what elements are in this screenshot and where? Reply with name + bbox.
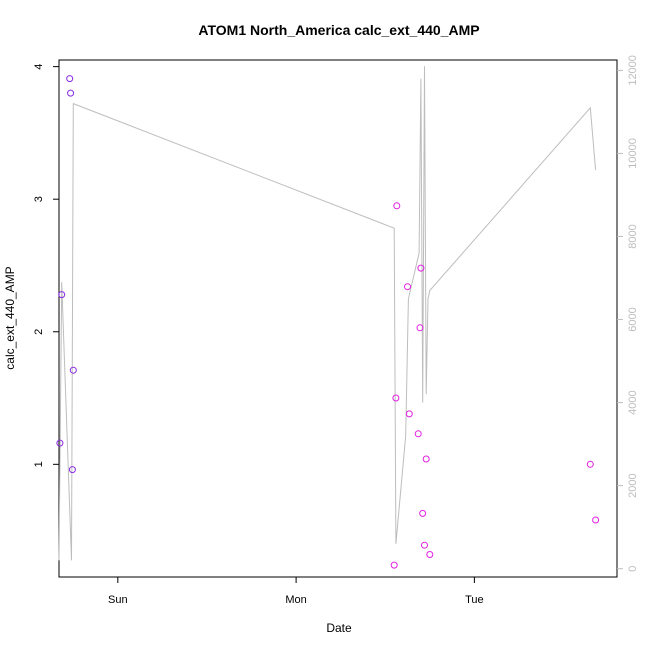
data-point [69,366,77,374]
y-axis-label: calc_ext_440_AMP [3,266,17,369]
data-point [416,324,424,332]
data-point [393,202,401,210]
y-axis-right: 0 2000 4000 6000 8000 10000 12000 [617,55,639,572]
y-left-tick-label: 3 [33,196,45,202]
data-point [56,439,64,447]
data-point [392,394,400,402]
x-tick-label: Tue [465,594,484,606]
x-tick-label: Sun [108,594,128,606]
x-tick-label: Mon [285,594,306,606]
y-left-tick-label: 1 [33,461,45,467]
data-point [390,561,398,569]
plot-frame [58,59,618,578]
series-points-group [56,75,600,569]
y-right-tick-label: 12000 [627,55,639,86]
data-point [404,283,411,291]
series-line [58,66,597,561]
data-point [66,75,74,83]
y-right-tick-label: 0 [627,566,639,572]
y-right-tick-label: 8000 [627,224,639,248]
y-right-tick-label: 10000 [627,138,639,169]
series-line-group [58,66,597,561]
chart-title: ATOM1 North_America calc_ext_440_AMP [198,22,479,38]
data-point [586,460,594,468]
data-point [417,264,425,272]
y-right-tick-label: 6000 [627,307,639,331]
data-point [422,455,430,463]
data-point [426,551,434,558]
y-axis-left: 1 2 3 4 [33,64,59,467]
data-point [421,541,428,549]
y-right-tick-label: 2000 [627,473,639,497]
data-point [414,430,422,438]
data-point [67,89,75,97]
x-axis: Sun Mon Tue [108,577,484,606]
data-point [405,410,413,418]
data-point [419,509,427,517]
data-point [592,516,600,524]
x-axis-label: Date [326,621,352,635]
y-left-tick-label: 2 [33,329,45,335]
data-point [58,291,66,299]
y-right-tick-label: 4000 [627,390,639,414]
y-left-tick-label: 4 [33,64,45,70]
data-point [68,466,76,474]
